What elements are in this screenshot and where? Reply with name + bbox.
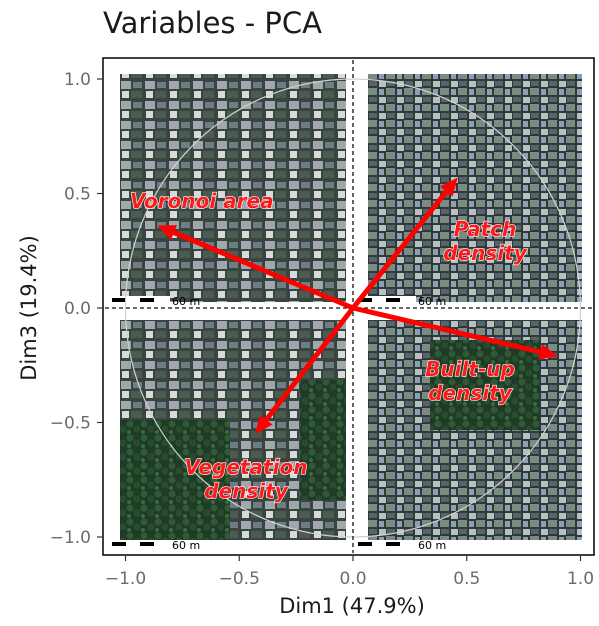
vector-shaft bbox=[350, 305, 543, 355]
scale-label: 60 m bbox=[418, 539, 446, 552]
vector-label: Voronoi area bbox=[130, 189, 274, 213]
vector-arrowhead bbox=[255, 414, 273, 434]
x-tick-label: −0.5 bbox=[219, 569, 260, 589]
vector-shaft bbox=[350, 189, 449, 311]
vector-arrowhead bbox=[157, 225, 178, 240]
x-tick-label: 1.0 bbox=[567, 569, 594, 589]
y-axis-title: Dim3 (19.4%) bbox=[17, 235, 41, 381]
vector-label: Vegetation density bbox=[185, 455, 308, 503]
y-tick-label: 0.0 bbox=[64, 299, 91, 319]
x-tick-label: −1.0 bbox=[105, 569, 146, 589]
x-tick-label: 0.0 bbox=[339, 569, 366, 589]
y-tick-label: 1.0 bbox=[64, 70, 91, 90]
vector-label: Patch density bbox=[443, 217, 527, 265]
variable-labels: Voronoi area Patch density Built-up density V… bbox=[129, 188, 528, 503]
scale-label: 60 m bbox=[172, 295, 200, 308]
vector-built-up-density bbox=[350, 305, 558, 360]
plot-frame bbox=[102, 57, 595, 556]
y-tick-label: −1.0 bbox=[50, 528, 91, 548]
y-tick-label: −0.5 bbox=[50, 414, 91, 434]
vector-vegetation-density bbox=[255, 305, 356, 434]
vector-arrowhead bbox=[440, 177, 458, 197]
aerial-image-top-right bbox=[368, 74, 582, 302]
vector-shaft bbox=[263, 305, 356, 423]
scale-bar-top-left: 60 m bbox=[110, 295, 200, 308]
vector-label: Built-up density bbox=[425, 357, 515, 405]
vector-voronoi-area bbox=[157, 225, 356, 311]
scale-bar-top-right: 60 m bbox=[356, 295, 446, 308]
axis-ticks: −1.0 −0.5 0.0 0.5 1.0 −1.0 −0.5 0.0 0.5 1.0 bbox=[50, 70, 594, 589]
scale-label: 60 m bbox=[418, 295, 446, 308]
vector-arrowhead bbox=[538, 344, 558, 360]
scale-label: 60 m bbox=[172, 539, 200, 552]
vector-shaft bbox=[171, 230, 356, 311]
x-tick-label: 0.5 bbox=[453, 569, 480, 589]
vector-patch-density bbox=[350, 177, 458, 311]
aerial-image-top-left bbox=[120, 74, 346, 302]
scale-bar-bottom-left: 60 m bbox=[110, 539, 200, 552]
aerial-image-bottom-left bbox=[120, 320, 346, 540]
aerial-image-bottom-right bbox=[368, 320, 582, 540]
chart-title: Variables - PCA bbox=[103, 6, 322, 40]
variable-vectors bbox=[157, 177, 558, 434]
x-axis-title: Dim1 (47.9%) bbox=[279, 594, 425, 618]
scale-bar-bottom-right: 60 m bbox=[356, 539, 446, 552]
y-tick-label: 0.5 bbox=[64, 185, 91, 205]
